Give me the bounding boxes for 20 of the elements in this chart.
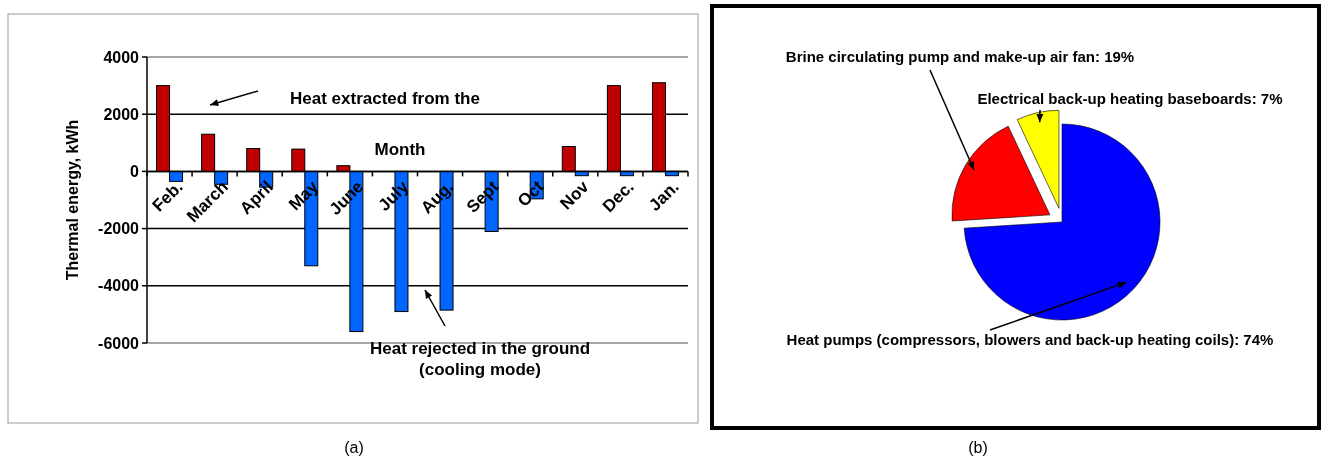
annotation: Heat rejected in the ground (cooling mode) bbox=[369, 339, 591, 380]
text: (a) bbox=[344, 439, 364, 456]
x-tick-label: Oct bbox=[513, 176, 548, 211]
y-tick-label: 4000 bbox=[103, 48, 140, 66]
text: (b) bbox=[968, 439, 988, 456]
y-axis-title: Thermal energy, kWh bbox=[64, 119, 81, 281]
slice-label: Heat pumps (compressors, blowers and back-up heating coils): 74% bbox=[786, 331, 1274, 348]
y-tick-label: -6000 bbox=[98, 334, 140, 352]
y-tick-label: 2000 bbox=[103, 105, 140, 123]
slice-label: Brine circulating pump and make-up air fan: 19% bbox=[785, 48, 1135, 65]
y-tick-label: -2000 bbox=[98, 220, 140, 238]
x-tick-label: Jan. bbox=[645, 177, 683, 215]
annotation: Heat extracted from the bbox=[290, 89, 480, 108]
x-tick-label: Feb. bbox=[148, 177, 187, 216]
x-tick-label: Dec. bbox=[598, 177, 638, 217]
y-tick-label: 0 bbox=[130, 163, 140, 180]
x-tick-label: Aug. bbox=[417, 177, 458, 218]
x-axis-title: Month bbox=[374, 140, 426, 159]
y-tick-label: -4000 bbox=[98, 277, 140, 295]
slice-label: Electrical back-up heating baseboards: 7% bbox=[977, 90, 1283, 107]
